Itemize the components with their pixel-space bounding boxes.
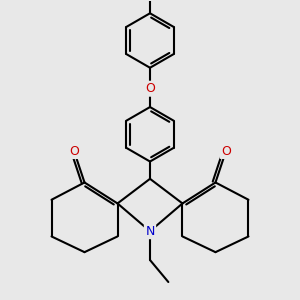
Text: N: N [145, 225, 155, 238]
Text: O: O [145, 82, 155, 95]
Text: O: O [69, 145, 79, 158]
Text: O: O [221, 145, 231, 158]
